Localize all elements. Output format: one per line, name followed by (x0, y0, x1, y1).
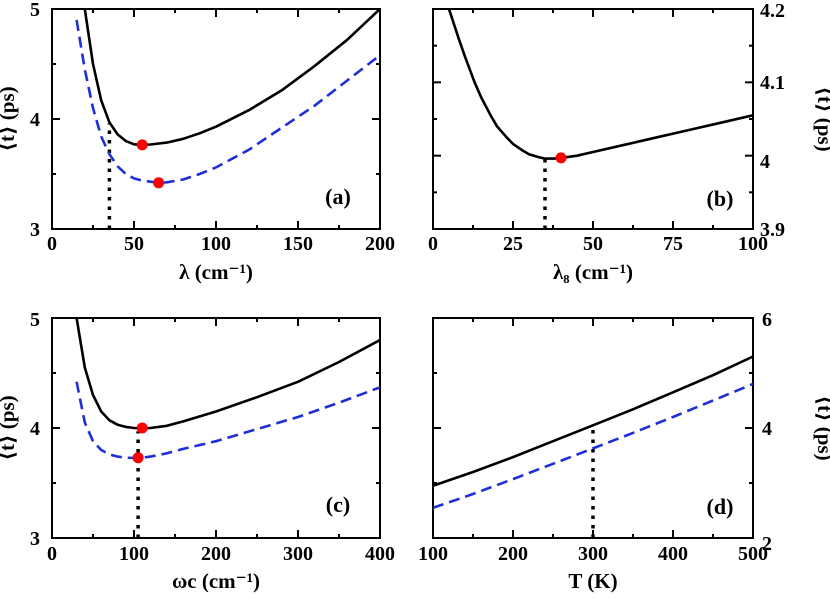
panel-c-xtick-4: 400 (365, 543, 395, 565)
panel-c-marker-0 (136, 422, 148, 434)
panel-b-xtick-3: 75 (663, 233, 683, 255)
panel-c-marker-1 (132, 452, 144, 464)
panel-a-xtick-2: 100 (201, 233, 231, 255)
panel-a-series-dashed (75, 19, 380, 185)
panel-b: 0 25 50 75 100 3.9 4 4.1 4.2 λ₈ (cm⁻¹) ⟨… (428, 0, 830, 284)
panel-d-tag: (d) (707, 494, 734, 519)
panel-c-xtick-1: 100 (119, 543, 149, 565)
panel-c-xtick-0: 0 (47, 543, 57, 565)
panel-c-ylabel: ⟨t⟩ (ps) (0, 395, 19, 460)
panel-c: 0 100 200 300 400 3 4 5 ωc (cm⁻¹) ⟨t⟩ (p… (0, 309, 395, 593)
panel-d-ylabel: ⟨t⟩ (ps) (813, 395, 830, 460)
panel-d-frame (432, 317, 754, 539)
panel-c-series-dashed (75, 381, 380, 460)
panel-c-ytick-1: 4 (30, 418, 40, 440)
panel-b-xtick-0: 0 (428, 233, 438, 255)
panel-c-xtick-3: 300 (283, 543, 313, 565)
panel-a-marker-1 (153, 177, 165, 189)
panel-d-series-solid (433, 355, 753, 488)
panel-c-ytick-0: 3 (30, 528, 40, 550)
panel-a: 0 50 100 150 200 3 4 5 λ (cm⁻¹) ⟨t⟩ (ps)… (0, 0, 395, 284)
panel-d-xlabel: T (K) (568, 569, 617, 593)
panel-a-tag: (a) (325, 184, 351, 209)
panel-b-ytick-3: 4.2 (760, 0, 785, 22)
panel-a-ylabel: ⟨t⟩ (ps) (0, 86, 19, 151)
panel-b-ytick-2: 4.1 (760, 72, 785, 94)
panel-d-xtick-0: 100 (418, 543, 448, 565)
panel-d-series-dashed (433, 382, 753, 510)
panel-d-xtick-2: 300 (578, 543, 608, 565)
panel-b-series-solid (447, 9, 753, 160)
panel-b-xtick-1: 25 (503, 233, 523, 255)
panel-d-xtick-3: 400 (658, 543, 688, 565)
panel-b-frame (432, 8, 754, 230)
panel-b-marker-0 (555, 152, 567, 164)
panel-a-ytick-0: 3 (30, 219, 40, 241)
panel-d-ytick-0: 2 (762, 533, 772, 555)
panel-a-xtick-3: 150 (283, 233, 313, 255)
panel-b-ytick-0: 3.9 (760, 219, 785, 241)
panel-a-ytick-1: 4 (30, 109, 40, 131)
panel-a-marker-0 (136, 139, 148, 151)
panel-c-xlabel: ωc (cm⁻¹) (172, 569, 260, 593)
panel-b-xlabel: λ₈ (cm⁻¹) (553, 260, 633, 284)
panel-a-series-solid (83, 9, 380, 147)
panel-a-xlabel: λ (cm⁻¹) (179, 260, 253, 284)
panel-d-ytick-1: 4 (762, 418, 772, 440)
panel-a-xtick-1: 50 (124, 233, 144, 255)
panel-a-xtick-0: 0 (47, 233, 57, 255)
panel-b-ytick-1: 4 (760, 151, 770, 173)
panel-d-ytick-2: 6 (762, 309, 772, 331)
panel-d-xtick-4: 500 (738, 543, 768, 565)
panel-d: 100 200 300 400 500 2 4 6 T (K) ⟨t⟩ (ps)… (418, 309, 830, 593)
panel-d-xtick-1: 200 (498, 543, 528, 565)
panel-b-xtick-2: 50 (583, 233, 603, 255)
panel-c-series-solid (75, 318, 380, 430)
panel-c-xtick-2: 200 (201, 543, 231, 565)
panel-c-tag: (c) (326, 492, 350, 517)
panel-c-ytick-2: 5 (30, 309, 40, 331)
panel-a-xtick-4: 200 (365, 233, 395, 255)
panel-b-ylabel: ⟨t⟩ (ps) (813, 86, 830, 151)
panel-b-tag: (b) (707, 186, 734, 211)
panel-b-xtick-4: 100 (738, 233, 768, 255)
panel-a-ytick-2: 5 (30, 0, 40, 21)
